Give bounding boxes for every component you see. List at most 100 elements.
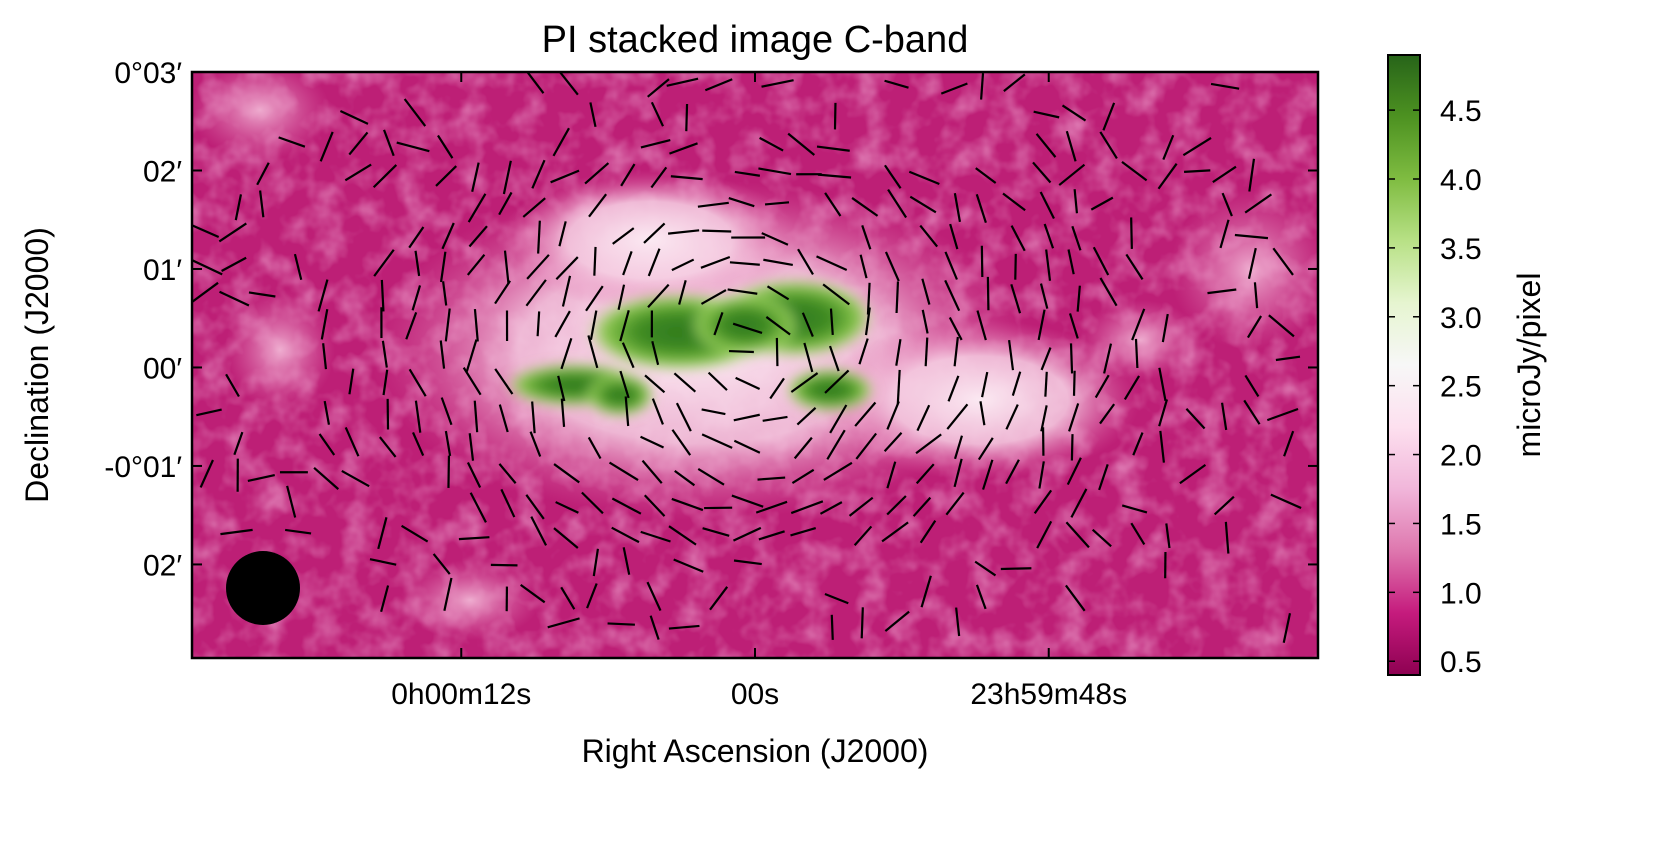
colorbar-tick-label: 2.5 xyxy=(1440,371,1482,404)
polarization-vector xyxy=(498,191,513,216)
polarization-vector xyxy=(1073,189,1079,214)
polarization-vector xyxy=(529,431,542,457)
polarization-vector xyxy=(866,282,871,315)
polarization-vector xyxy=(500,488,516,518)
polarization-vector xyxy=(824,369,850,394)
polarization-vector xyxy=(793,436,813,460)
polarization-vector xyxy=(976,310,987,341)
polarization-vector xyxy=(560,586,576,610)
polarization-vector xyxy=(383,129,395,157)
polarization-vector xyxy=(473,308,479,342)
polarization-vector xyxy=(339,109,369,125)
polarization-vector xyxy=(259,190,265,218)
polarization-vector xyxy=(1067,249,1075,275)
polarization-vector xyxy=(587,335,599,369)
polarization-vector xyxy=(864,307,871,336)
polarization-vector xyxy=(761,232,789,246)
polarization-vector xyxy=(1008,339,1015,371)
polarization-vector xyxy=(1040,347,1052,371)
polarization-vector xyxy=(1005,404,1019,430)
polarization-vector xyxy=(701,408,726,416)
polarization-vector xyxy=(733,439,761,454)
polarization-vector xyxy=(823,461,853,481)
polarization-vector xyxy=(624,396,630,427)
polarization-vector xyxy=(1159,430,1165,463)
polarization-vector xyxy=(644,374,666,394)
polarization-vector xyxy=(826,429,846,460)
polarization-vector xyxy=(975,167,997,184)
polarization-vector xyxy=(192,281,219,304)
polarization-vector xyxy=(666,77,699,87)
polarization-vector xyxy=(700,289,727,305)
polarization-vector xyxy=(649,615,660,640)
polarization-vector xyxy=(851,197,879,217)
polarization-vector xyxy=(278,136,306,148)
polarization-vector xyxy=(437,134,454,159)
polarization-vector xyxy=(1158,367,1167,401)
y-ticks: 0°03′ 02′ 01′ 00′ -0°01′ 02′ xyxy=(104,57,1318,582)
polarization-vector xyxy=(1158,399,1169,427)
polarization-vector xyxy=(1130,217,1133,249)
polarization-vector xyxy=(1039,191,1055,220)
polarization-vector xyxy=(640,530,671,543)
polarization-vector xyxy=(588,193,608,218)
polarization-vector xyxy=(369,558,397,566)
polarization-vector xyxy=(490,563,518,567)
polarization-vector xyxy=(1070,434,1074,461)
polarization-vector xyxy=(828,345,840,372)
polarization-vector xyxy=(234,194,243,221)
polarization-vector xyxy=(348,131,369,156)
polarization-vector xyxy=(439,251,447,283)
polarization-vector xyxy=(758,530,785,541)
polarization-vector xyxy=(1037,309,1046,341)
polarization-vector xyxy=(797,248,814,276)
polarization-vector xyxy=(522,197,546,218)
polarization-vector xyxy=(977,437,994,461)
polarization-vector xyxy=(733,413,760,422)
polarization-vector xyxy=(796,407,817,426)
polarization-vector xyxy=(382,369,389,396)
polarization-vector xyxy=(440,397,453,426)
polarization-vector xyxy=(467,193,487,223)
y-tick-label: 0°03′ xyxy=(114,57,182,90)
polarization-vector xyxy=(974,560,997,577)
polarization-vector xyxy=(439,340,446,369)
polarization-vector xyxy=(607,622,635,626)
polarization-vector xyxy=(701,433,733,449)
polarization-vector xyxy=(884,251,900,282)
polarization-vector xyxy=(525,279,547,307)
x-axis-label: Right Ascension (J2000) xyxy=(582,733,929,769)
polarization-vector xyxy=(829,404,848,434)
polarization-vector xyxy=(1098,464,1109,491)
polarization-vector xyxy=(824,592,849,605)
polarization-vector xyxy=(584,162,610,185)
polarization-vector xyxy=(861,224,872,250)
polarization-vector xyxy=(256,162,270,186)
polarization-vector xyxy=(1099,131,1118,160)
polarization-vector xyxy=(441,222,455,250)
polarization-vector xyxy=(617,284,626,310)
polarization-vector xyxy=(344,426,360,457)
polarization-vector xyxy=(647,283,670,308)
colorbar-tick-label: 2.0 xyxy=(1440,440,1482,473)
polarization-vector xyxy=(702,527,730,537)
polarization-vector xyxy=(323,400,331,425)
colorbar-tick-label: 3.0 xyxy=(1440,302,1482,335)
polarization-vector xyxy=(411,285,422,311)
polarization-vector xyxy=(949,223,959,250)
polarization-vector xyxy=(619,310,630,342)
polarization-vector xyxy=(886,401,900,430)
x-ticks: 0h00m12s 00s 23h59m48s xyxy=(391,72,1127,711)
polarization-vector xyxy=(293,253,303,280)
polarization-vector xyxy=(458,536,490,541)
polarization-vector xyxy=(702,229,732,233)
polarization-vector xyxy=(1213,495,1235,516)
polarization-vector xyxy=(1014,253,1017,280)
polarization-vector xyxy=(1032,161,1052,184)
polarization-vector xyxy=(944,251,958,280)
polarization-vector xyxy=(466,462,482,489)
polarization-vector xyxy=(650,101,665,127)
polarization-vector xyxy=(919,224,939,248)
polarization-vector xyxy=(550,169,580,184)
